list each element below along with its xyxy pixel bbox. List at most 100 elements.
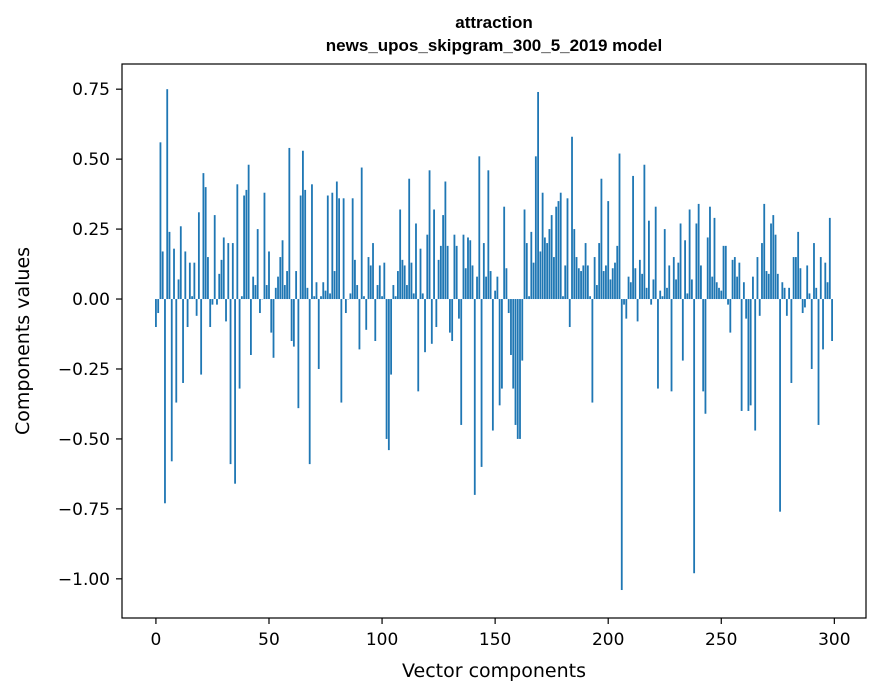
bar-203 <box>614 263 616 299</box>
bar-248 <box>716 282 718 299</box>
bar-100 <box>381 296 383 299</box>
bar-213 <box>637 299 639 321</box>
bar-34 <box>232 243 234 299</box>
bar-251 <box>723 246 725 299</box>
bar-265 <box>754 299 756 431</box>
bar-116 <box>417 299 419 391</box>
bar-48 <box>264 193 266 299</box>
bar-250 <box>720 291 722 299</box>
bar-242 <box>702 299 704 391</box>
bar-64 <box>300 196 302 300</box>
bar-272 <box>770 223 772 299</box>
y-tick-label: −1.00 <box>58 570 110 590</box>
bar-152 <box>499 299 501 405</box>
bar-147 <box>487 170 489 299</box>
bar-244 <box>707 237 709 299</box>
bar-144 <box>481 299 483 467</box>
bar-231 <box>677 263 679 299</box>
bar-3 <box>162 251 164 299</box>
bar-288 <box>806 265 808 299</box>
bar-187 <box>578 268 580 299</box>
bar-258 <box>738 263 740 299</box>
bar-35 <box>234 299 236 484</box>
bar-148 <box>490 271 492 299</box>
bar-232 <box>680 223 682 299</box>
bar-295 <box>822 299 824 349</box>
bar-239 <box>695 223 697 299</box>
bar-182 <box>567 198 569 299</box>
bar-0 <box>155 299 157 327</box>
bar-6 <box>169 232 171 299</box>
bar-192 <box>589 296 591 299</box>
bar-108 <box>399 209 401 299</box>
bar-249 <box>718 288 720 299</box>
bar-127 <box>442 215 444 299</box>
bar-62 <box>295 271 297 299</box>
bar-268 <box>761 243 763 299</box>
bar-42 <box>250 299 252 355</box>
x-tick-label: 250 <box>705 630 737 650</box>
bar-71 <box>316 282 318 299</box>
bar-243 <box>705 299 707 414</box>
bar-16 <box>191 296 193 299</box>
bar-132 <box>454 235 456 299</box>
bar-21 <box>203 173 205 299</box>
bar-177 <box>555 207 557 299</box>
bar-109 <box>402 260 404 299</box>
bar-281 <box>790 299 792 383</box>
bar-299 <box>831 299 833 341</box>
bar-166 <box>530 232 532 299</box>
bar-30 <box>223 237 225 299</box>
bar-31 <box>225 299 227 321</box>
bar-217 <box>646 288 648 299</box>
bar-114 <box>413 293 415 299</box>
bar-222 <box>657 299 659 389</box>
bar-162 <box>521 299 523 361</box>
bar-266 <box>757 257 759 299</box>
bar-237 <box>691 279 693 299</box>
bar-104 <box>390 299 392 375</box>
bar-195 <box>596 285 598 299</box>
bar-126 <box>440 246 442 299</box>
bar-52 <box>273 299 275 358</box>
bar-5 <box>166 89 168 299</box>
bar-142 <box>476 277 478 299</box>
bar-179 <box>560 193 562 299</box>
bar-115 <box>415 223 417 299</box>
bar-119 <box>424 299 426 352</box>
bar-68 <box>309 299 311 464</box>
bar-287 <box>804 299 806 307</box>
bar-49 <box>266 285 268 299</box>
bar-10 <box>178 279 180 299</box>
bar-208 <box>625 299 627 319</box>
bar-44 <box>255 285 257 299</box>
bar-282 <box>793 257 795 299</box>
bar-24 <box>209 299 211 327</box>
y-tick-label: −0.75 <box>58 500 110 520</box>
bar-133 <box>456 246 458 299</box>
bar-197 <box>601 179 603 299</box>
bar-121 <box>429 170 431 299</box>
bar-230 <box>675 279 677 299</box>
bar-9 <box>175 299 177 403</box>
bar-207 <box>623 299 625 305</box>
y-tick-label: −0.25 <box>58 360 110 380</box>
bar-257 <box>736 277 738 299</box>
bar-83 <box>343 198 345 299</box>
bar-138 <box>467 237 469 299</box>
bar-165 <box>528 296 530 299</box>
bar-77 <box>329 293 331 299</box>
bar-158 <box>512 299 514 389</box>
bar-101 <box>383 263 385 299</box>
bar-60 <box>291 299 293 341</box>
bar-58 <box>286 271 288 299</box>
bar-275 <box>777 274 779 299</box>
bar-178 <box>558 201 560 299</box>
y-tick-label: 0.75 <box>72 80 110 100</box>
bar-156 <box>508 299 510 313</box>
bar-130 <box>449 299 451 333</box>
bar-198 <box>603 271 605 299</box>
bar-134 <box>458 299 460 319</box>
x-axis-label: Vector components <box>402 660 586 682</box>
